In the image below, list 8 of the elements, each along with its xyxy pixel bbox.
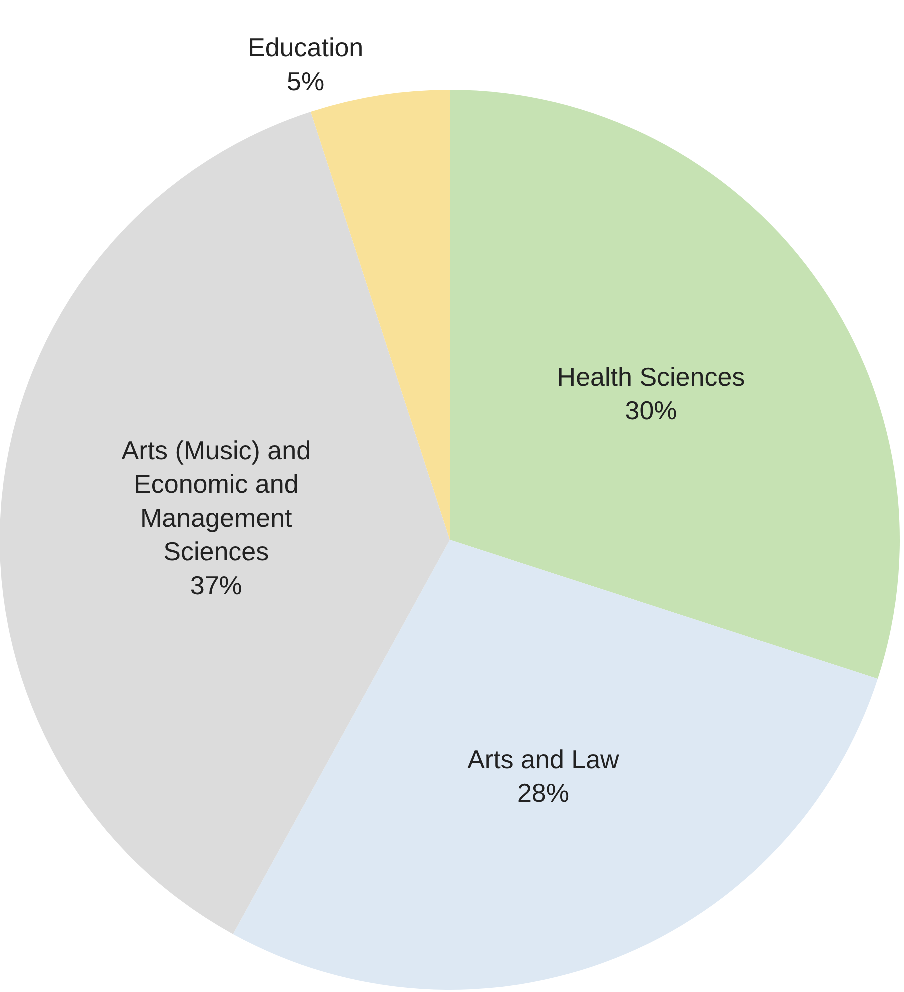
slice-label: Health Sciences bbox=[557, 362, 746, 392]
slice-label: Education bbox=[248, 32, 364, 63]
data-label: 37% bbox=[190, 570, 242, 601]
data-label: 30% bbox=[625, 396, 678, 426]
slice-label: Arts (Music) and Economic and Management Sciences bbox=[122, 435, 312, 567]
data-label: 28% bbox=[517, 778, 570, 808]
slice-label: Arts and Law bbox=[468, 744, 620, 774]
data-label: 5% bbox=[287, 66, 325, 96]
